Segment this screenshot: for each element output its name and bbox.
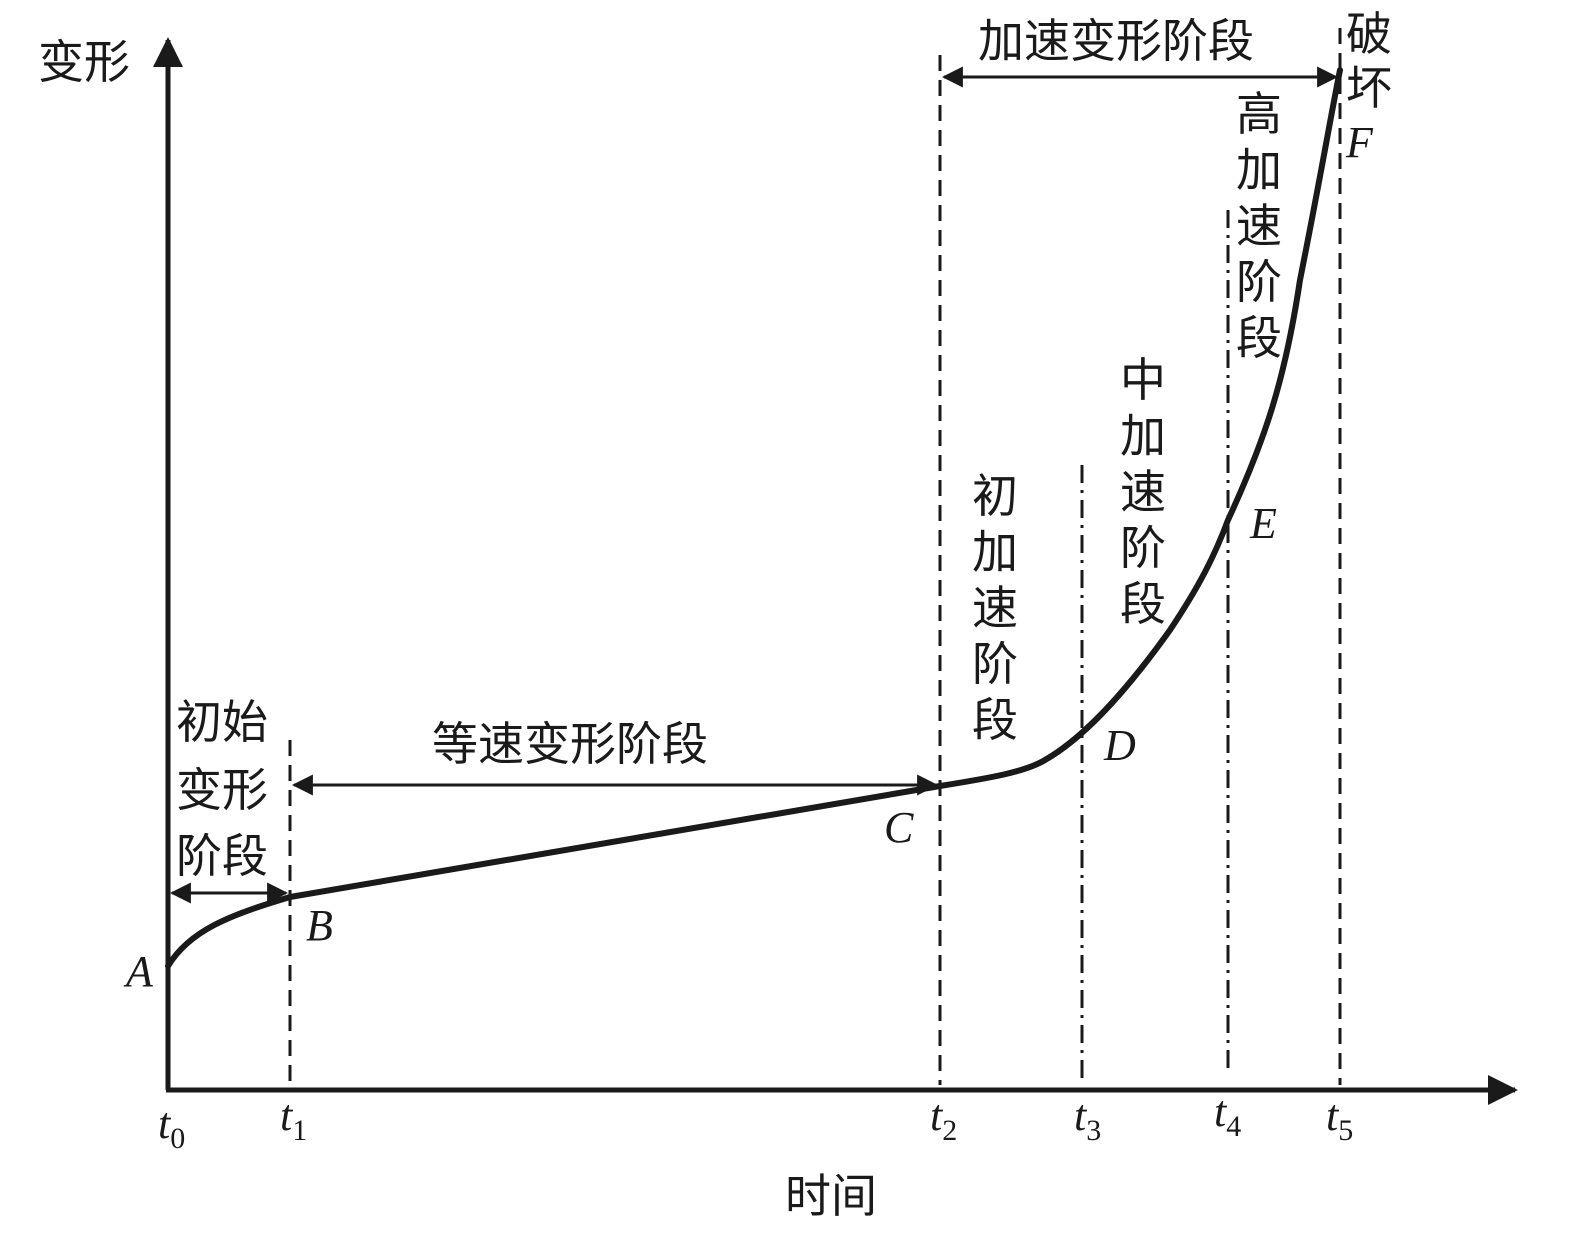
tick-symbol: t [1074,1091,1088,1140]
tick-subscript: 0 [170,1122,185,1155]
tick-t0: t0 [158,1099,185,1155]
initial-deformation-line: 阶段 [176,829,268,883]
point-f-label: F [1345,118,1374,167]
tick-symbol: t [280,1091,294,1140]
failure-char: 破 [1346,7,1392,61]
deformation-curve [165,67,1343,969]
initial-acceleration-char: 速 [972,581,1018,635]
tick-symbol: t [1326,1091,1340,1140]
high-acceleration-char: 加 [1236,143,1282,197]
initial-acceleration-char: 阶 [972,637,1018,691]
tick-subscript: 3 [1086,1114,1101,1147]
y-axis-label: 变形 [38,35,130,89]
failure-char: 坏 [1346,61,1392,115]
tick-symbol: t [930,1091,944,1140]
point-e-label: E [1249,499,1277,548]
tick-t5: t5 [1326,1091,1353,1147]
tick-symbol: t [1214,1087,1228,1136]
constant-velocity-stage-label: 等速变形阶段 [432,717,708,771]
accelerated-stage-label: 加速变形阶段 [978,14,1254,68]
medium-acceleration-char: 段 [1120,577,1166,631]
high-acceleration-char: 阶 [1236,255,1282,309]
initial-acceleration-char: 加 [972,525,1018,579]
time-ticks: t0 t1 t2 t3 t4 t5 [158,1087,1353,1155]
high-acceleration-stage-label: 高 加 速 阶 段 [1236,87,1282,365]
initial-deformation-stage-label: 初始 变形 阶段 [176,695,268,883]
point-c-label: C [884,803,914,852]
tick-subscript: 5 [1338,1114,1353,1147]
point-d-label: D [1103,721,1136,770]
initial-acceleration-stage-label: 初 加 速 阶 段 [972,469,1018,747]
tick-subscript: 2 [942,1114,957,1147]
medium-acceleration-char: 加 [1120,409,1166,463]
high-acceleration-char: 段 [1236,311,1282,365]
initial-deformation-line: 初始 [176,695,268,749]
medium-acceleration-char: 阶 [1120,521,1166,575]
high-acceleration-char: 高 [1236,87,1282,141]
high-acceleration-char: 速 [1236,199,1282,253]
point-b-label: B [306,901,333,950]
initial-deformation-line: 变形 [176,763,268,817]
failure-label: 破 坏 [1346,7,1392,115]
tick-symbol: t [158,1099,172,1148]
tick-t1: t1 [280,1091,307,1147]
tick-subscript: 1 [292,1114,307,1147]
tick-t4: t4 [1214,1087,1241,1143]
initial-acceleration-char: 段 [972,693,1018,747]
tick-subscript: 4 [1226,1110,1241,1143]
initial-acceleration-char: 初 [972,469,1018,523]
medium-acceleration-char: 中 [1120,353,1166,407]
x-axis-label: 时间 [785,1169,877,1223]
tick-t3: t3 [1074,1091,1101,1147]
medium-acceleration-char: 速 [1120,465,1166,519]
tick-t2: t2 [930,1091,957,1147]
medium-acceleration-stage-label: 中 加 速 阶 段 [1120,353,1166,631]
point-a-label: A [123,947,154,996]
